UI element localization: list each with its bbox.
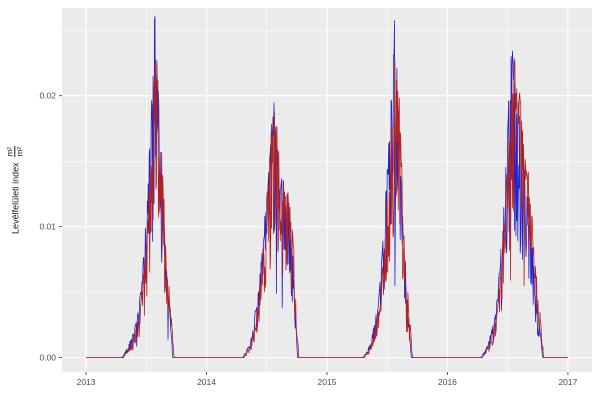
x-axis-tick-label: 2015: [318, 377, 337, 387]
series-line-red: [86, 58, 568, 358]
x-axis-tick-label: 2016: [438, 377, 457, 387]
y-axis-label-text: Levélfelületi index: [10, 162, 20, 234]
y-axis-unit-numerator: m²: [5, 146, 16, 158]
y-axis-unit-denominator: m²: [15, 147, 25, 157]
x-axis-tick-label: 2013: [77, 377, 96, 387]
y-axis-unit-fraction: m² m²: [5, 146, 25, 158]
x-axis-tick-label: 2017: [558, 377, 577, 387]
y-axis-tick-label: 0.01: [39, 222, 56, 232]
y-axis-tick-label: 0.00: [39, 353, 56, 363]
y-axis-tick-label: 0.02: [39, 91, 56, 101]
y-axis-label: Levélfelületi index m² m²: [5, 146, 25, 234]
x-axis-tick-label: 2014: [197, 377, 216, 387]
